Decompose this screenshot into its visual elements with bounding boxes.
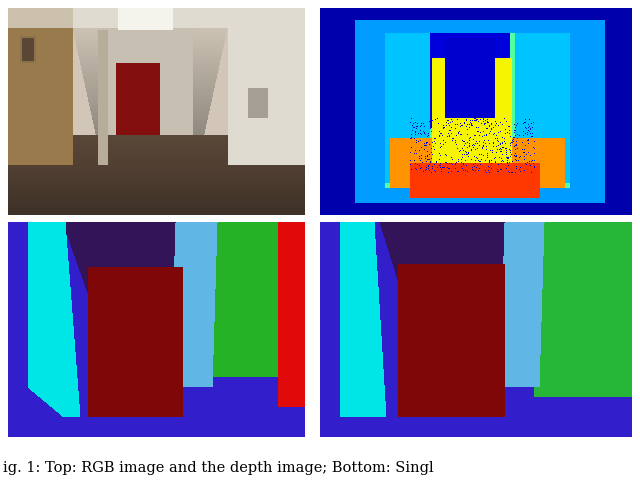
Text: ig. 1: Top: RGB image and the depth image; Bottom: Singl: ig. 1: Top: RGB image and the depth imag… <box>3 461 434 475</box>
